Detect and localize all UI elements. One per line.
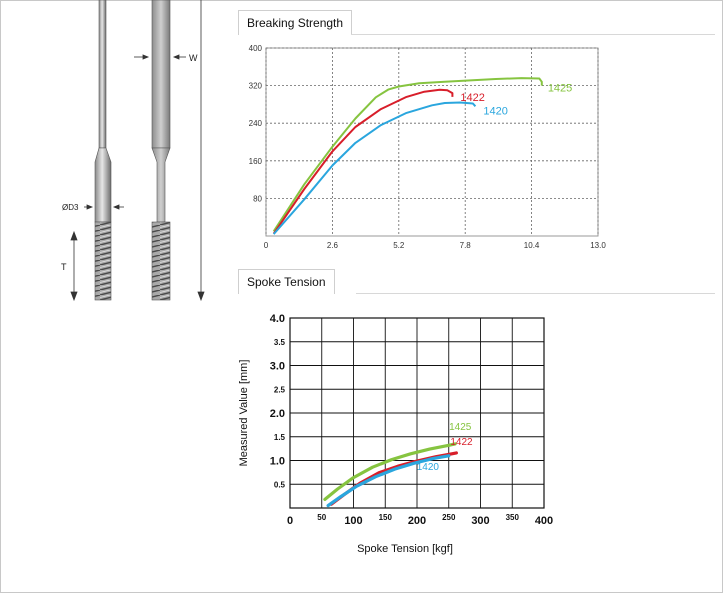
series-line-1425: [323, 442, 457, 501]
tab-underline-breaking-strength: [351, 34, 715, 35]
x-tick-label: 5.2: [393, 241, 405, 250]
y-tick-label: 240: [249, 119, 263, 128]
spoke-tension-chart: 0.5 1.0 1.5 2.0 2.5 3.0 3.5 4.0 0 50 100 150 200 250 3…: [238, 313, 553, 555]
dimension-d3: [84, 204, 124, 210]
label-w: W: [189, 53, 198, 63]
dimension-t: [70, 230, 78, 302]
y-tick-label: 1.0: [270, 456, 285, 468]
x-axis-label: Spoke Tension [kgf]: [357, 543, 453, 555]
x-tick-label: 100: [344, 515, 362, 527]
series-label-1422: 1422: [450, 437, 473, 448]
x-tick-label: 0: [264, 241, 269, 250]
series-line-1420: [272, 101, 477, 235]
tab-breaking-strength[interactable]: Breaking Strength: [238, 10, 353, 35]
tab-spoke-tension[interactable]: Spoke Tension: [238, 269, 335, 294]
label-od3: ØD3: [62, 203, 79, 212]
x-tick-label: 400: [535, 515, 553, 527]
y-tick-label: 2.0: [270, 408, 285, 420]
x-tick-label: 200: [408, 515, 426, 527]
x-tick-label: 50: [317, 513, 326, 522]
series-label-1420: 1420: [483, 105, 507, 117]
y-tick-label: 400: [249, 44, 263, 53]
tab-underline-spoke-tension: [356, 293, 715, 294]
x-tick-label: 350: [506, 513, 520, 522]
x-tick-label: 2.6: [327, 241, 339, 250]
x-tick-label: 7.8: [460, 241, 472, 250]
y-tick-label: 2.5: [274, 385, 286, 394]
series-line-1420: [326, 454, 451, 508]
series-label-1425: 1425: [548, 83, 572, 95]
dimension-w: [134, 54, 186, 60]
plot-area: [265, 47, 599, 237]
series-label-1422: 1422: [460, 92, 484, 104]
series-label-1425: 1425: [449, 422, 472, 433]
bladed-spoke-front-view: [151, 0, 171, 301]
y-tick-label: 320: [249, 82, 263, 91]
x-tick-label: 250: [442, 513, 456, 522]
y-tick-label: 3.5: [274, 338, 286, 347]
x-tick-label: 0: [287, 515, 293, 527]
x-tick-label: 300: [471, 515, 489, 527]
series-label-1420: 1420: [417, 462, 440, 473]
y-tick-label: 4.0: [270, 313, 285, 325]
y-tick-label: 160: [249, 157, 263, 166]
x-tick-label: 150: [379, 513, 393, 522]
round-spoke-side-view: [94, 0, 112, 301]
y-tick-label: 1.5: [274, 433, 286, 442]
x-tick-label: 10.4: [524, 241, 540, 250]
spoke-drawing: W ØD3 T: [61, 0, 205, 302]
dimension-length: [197, 0, 205, 302]
x-tick-label: 13.0: [590, 241, 606, 250]
y-tick-label: 80: [253, 194, 262, 203]
series-line-1425: [272, 77, 543, 232]
y-tick-label: 3.0: [270, 361, 285, 373]
label-t: T: [61, 262, 67, 272]
breaking-strength-chart: 80 160 240 320 400 0 2.6 5.2 7.8 10.4 13.0 1425 1422…: [249, 44, 607, 250]
series-line-1422: [272, 88, 454, 235]
y-tick-label: 0.5: [274, 480, 286, 489]
y-axis-label: Measured Value [mm]: [238, 360, 250, 467]
